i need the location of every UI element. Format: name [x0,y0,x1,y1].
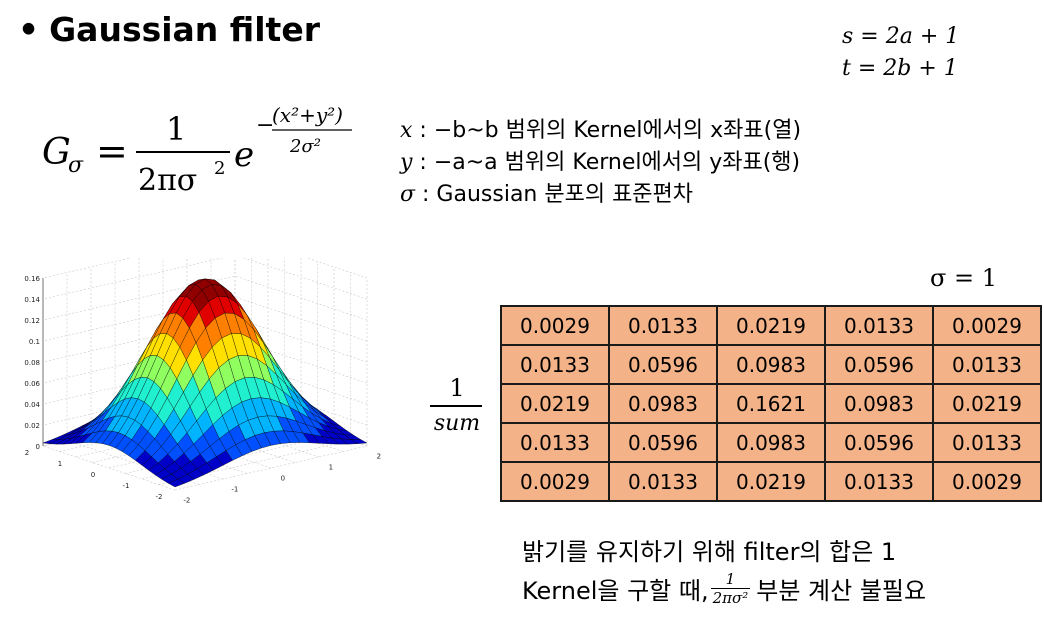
formula-exp-minus: − [256,113,274,138]
note-sum-is-one: 밝기를 유지하기 위해 filter의 합은 1 [522,538,897,566]
variable-x-text: : −b~b 범위의 Kernel에서의 x좌표(열) [412,118,802,143]
x-tick-label: -1 [123,482,130,490]
kernel-cell: 0.0219 [500,383,610,424]
formula-base: e [234,135,254,175]
formula-lhs-sub: σ [68,153,84,178]
kernel-cell: 0.0133 [824,461,934,502]
note-line2-suffix: 부분 계산 불필요 [756,577,927,605]
kernel-cell: 0.0219 [932,383,1042,424]
x-tick-label: -2 [156,493,163,501]
grid-line [42,258,368,279]
title-text: Gaussian filter [49,10,320,49]
surface-patch [168,478,185,488]
z-tick-label: 0.08 [24,359,40,367]
formula-denominator-exp: 2 [214,158,225,179]
formula-exp-denominator: 2σ² [289,136,321,157]
formula-lhs: G [42,132,71,173]
formula-denominator: 2πσ [138,163,197,198]
variable-y-symbol: y [400,150,413,175]
note-skip-constant: Kernel을 구할 때, 1 2πσ² 부분 계산 불필요 [522,570,926,607]
kernel-cell: 0.0983 [716,422,826,463]
formula-equals: = [96,129,128,173]
kernel-cell: 0.0133 [500,344,610,385]
y-tick-label: -1 [231,485,238,493]
gaussian-surface-plot: 0.160.140.120.10.080.060.040.020210-1-2-… [24,258,381,504]
kernel-cell: 0.0029 [500,305,610,346]
variable-y-text: : −a~a 범위의 Kernel에서의 y좌표(행) [412,150,801,175]
kernel-cell: 0.0596 [824,422,934,463]
formula-exp-numerator: (x²+y²) [272,103,343,127]
kernel-cell: 0.0133 [932,422,1042,463]
slide-title: • Gaussian filter [18,10,320,49]
kernel-cell: 0.1621 [716,383,826,424]
kernel-cell: 0.0133 [608,461,718,502]
note-line2-prefix: Kernel을 구할 때, [522,577,709,605]
size-equation-t: t = 2b + 1 [842,56,958,81]
gaussian-kernel-table: 0.0029 0.0133 0.0219 0.0133 0.0029 0.0133 0.05… [500,305,1042,502]
x-tick-label: 1 [58,460,62,468]
formula-numerator: 1 [166,110,186,148]
variable-sigma-definition: σ : Gaussian 분포의 표준편차 [400,176,693,208]
kernel-cell: 0.0983 [824,383,934,424]
kernel-cell: 0.0029 [932,461,1042,502]
y-tick-label: 2 [377,452,381,460]
z-tick-label: 0.04 [24,401,40,409]
bullet-icon: • [18,10,40,49]
note-fraction-numerator: 1 [725,570,736,588]
kernel-cell: 0.0983 [608,383,718,424]
z-tick-label: 0 [36,443,40,451]
y-tick-label: 0 [281,474,285,482]
kernel-cell: 0.0596 [608,422,718,463]
variable-sigma-symbol: σ [400,182,416,207]
variable-x-definition: x : −b~b 범위의 Kernel에서의 x좌표(열) [400,112,801,144]
kernel-cell: 0.0596 [824,344,934,385]
z-tick-label: 0.06 [24,380,40,388]
z-tick-label: 0.02 [24,422,40,430]
gaussian-formula: G σ = 1 2πσ 2 e − (x²+y²) 2σ² [42,103,352,198]
variable-sigma-text: : Gaussian 분포의 표준편차 [415,182,694,207]
x-tick-label: 2 [25,449,29,457]
z-tick-label: 0.1 [29,338,40,346]
variable-x-symbol: x [400,118,413,143]
table-row: 0.0219 0.0983 0.1621 0.0983 0.0219 [500,383,1042,424]
kernel-cell: 0.0596 [608,344,718,385]
z-tick-label: 0.16 [24,275,40,283]
kernel-cell: 0.0029 [500,461,610,502]
note-constant-fraction: 1 2πσ² [710,570,751,607]
kernel-cell: 0.0219 [716,305,826,346]
y-tick-label: -2 [183,496,190,504]
y-tick-label: 1 [329,463,333,471]
table-row: 0.0029 0.0133 0.0219 0.0133 0.0029 [500,461,1042,502]
kernel-cell: 0.0219 [716,461,826,502]
kernel-table-body: 0.0029 0.0133 0.0219 0.0133 0.0029 0.0133 0.05… [500,305,1042,502]
normalizer-fraction: 1 sum [430,374,482,436]
note-fraction-denominator: 2πσ² [710,588,751,607]
normalizer-denominator: sum [434,411,480,436]
kernel-cell: 0.0029 [932,305,1042,346]
kernel-cell: 0.0133 [608,305,718,346]
table-row: 0.0133 0.0596 0.0983 0.0596 0.0133 [500,422,1042,463]
size-equation-s: s = 2a + 1 [842,24,960,49]
z-tick-label: 0.14 [24,296,40,304]
table-row: 0.0133 0.0596 0.0983 0.0596 0.0133 [500,344,1042,385]
kernel-cell: 0.0983 [716,344,826,385]
kernel-cell: 0.0133 [932,344,1042,385]
z-tick-label: 0.12 [24,317,40,325]
kernel-cell: 0.0133 [500,422,610,463]
kernel-cell: 0.0133 [824,305,934,346]
x-tick-label: 0 [91,471,95,479]
variable-y-definition: y : −a~a 범위의 Kernel에서의 y좌표(행) [400,144,800,176]
normalizer-numerator: 1 [449,374,464,402]
table-row: 0.0029 0.0133 0.0219 0.0133 0.0029 [500,305,1042,346]
sigma-value-label: σ = 1 [930,264,998,292]
grid-line [174,445,368,491]
